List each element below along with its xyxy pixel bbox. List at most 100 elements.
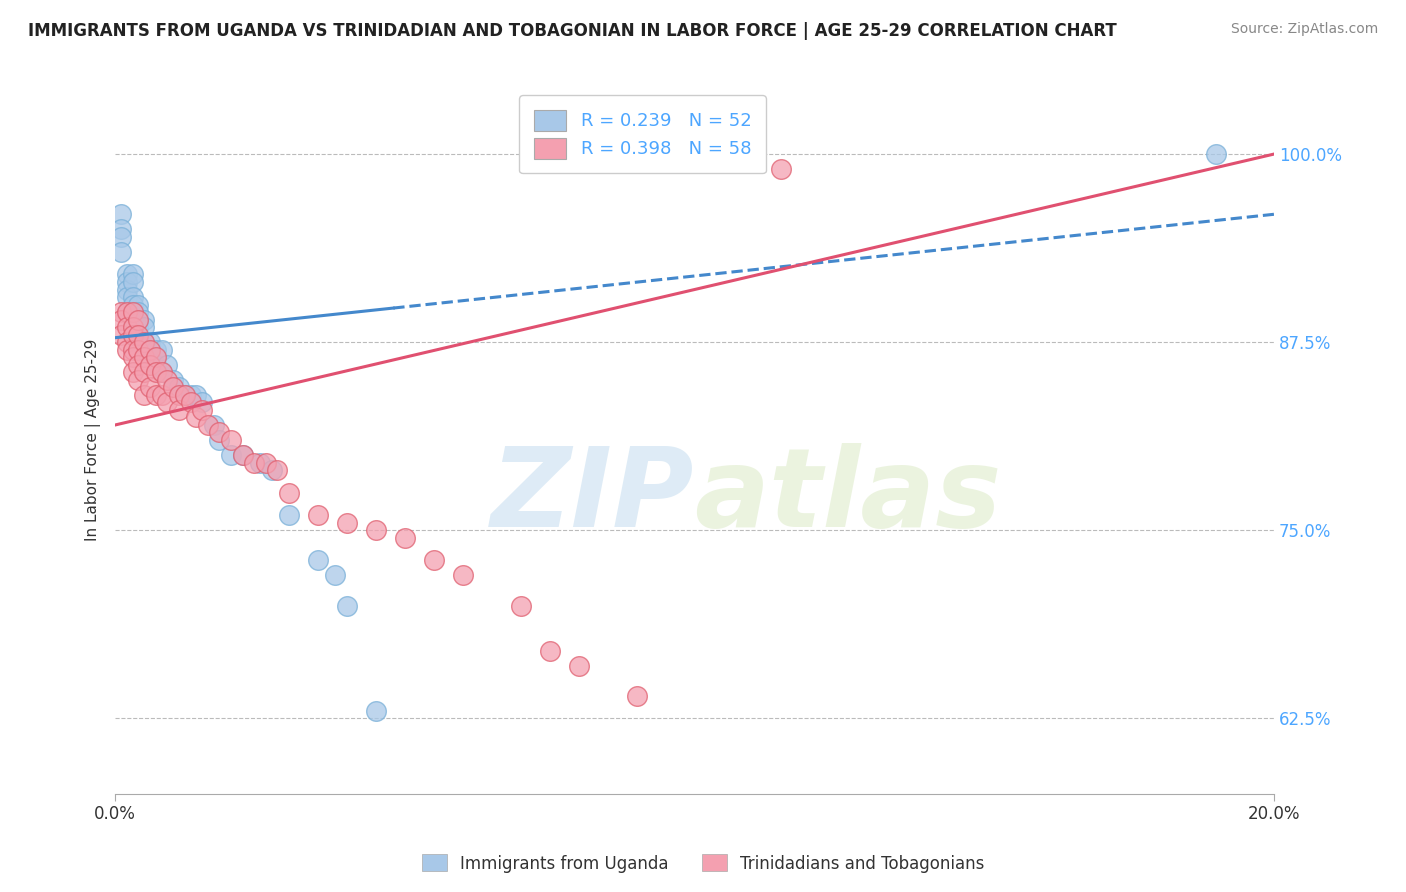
- Point: [134, 351, 156, 365]
- Text: IMMIGRANTS FROM UGANDA VS TRINIDADIAN AND TOBAGONIAN IN LABOR FORCE | AGE 25-29 : IMMIGRANTS FROM UGANDA VS TRINIDADIAN AN…: [28, 22, 1116, 40]
- Point: [121, 275, 143, 289]
- Legend: R = 0.239   N = 52, R = 0.398   N = 58: R = 0.239 N = 52, R = 0.398 N = 58: [519, 95, 766, 173]
- Point: [127, 312, 149, 326]
- Point: [121, 365, 143, 379]
- Point: [156, 395, 179, 409]
- Point: [150, 388, 173, 402]
- Point: [139, 380, 162, 394]
- Point: [110, 222, 132, 236]
- Point: [127, 358, 149, 372]
- Point: [121, 268, 143, 282]
- Point: [134, 343, 156, 357]
- Point: [162, 373, 184, 387]
- Point: [394, 531, 416, 545]
- Point: [127, 335, 149, 350]
- Point: [232, 448, 254, 462]
- Point: [121, 351, 143, 365]
- Point: [134, 335, 156, 350]
- Point: [121, 297, 143, 311]
- Point: [115, 343, 138, 357]
- Point: [191, 395, 214, 409]
- Point: [139, 343, 162, 357]
- Point: [127, 373, 149, 387]
- Y-axis label: In Labor Force | Age 25-29: In Labor Force | Age 25-29: [86, 339, 101, 541]
- Point: [115, 290, 138, 304]
- Point: [121, 290, 143, 304]
- Point: [626, 689, 648, 703]
- Point: [121, 320, 143, 334]
- Point: [156, 358, 179, 372]
- Point: [134, 335, 156, 350]
- Point: [364, 704, 387, 718]
- Legend: Immigrants from Uganda, Trinidadians and Tobagonians: Immigrants from Uganda, Trinidadians and…: [415, 847, 991, 880]
- Point: [115, 305, 138, 319]
- Point: [115, 268, 138, 282]
- Point: [150, 365, 173, 379]
- Point: [538, 643, 561, 657]
- Point: [173, 388, 195, 402]
- Point: [121, 320, 143, 334]
- Point: [254, 456, 277, 470]
- Point: [336, 599, 359, 613]
- Point: [219, 448, 242, 462]
- Point: [145, 388, 167, 402]
- Point: [115, 335, 138, 350]
- Point: [167, 403, 190, 417]
- Point: [115, 320, 138, 334]
- Point: [451, 568, 474, 582]
- Point: [134, 365, 156, 379]
- Point: [307, 553, 329, 567]
- Point: [208, 433, 231, 447]
- Point: [150, 365, 173, 379]
- Point: [139, 343, 162, 357]
- Point: [145, 343, 167, 357]
- Point: [266, 463, 288, 477]
- Point: [307, 508, 329, 523]
- Point: [110, 312, 132, 326]
- Point: [167, 380, 190, 394]
- Point: [179, 395, 201, 409]
- Point: [186, 410, 208, 425]
- Point: [509, 599, 531, 613]
- Text: atlas: atlas: [695, 443, 1002, 550]
- Point: [127, 297, 149, 311]
- Point: [145, 365, 167, 379]
- Point: [325, 568, 347, 582]
- Point: [173, 388, 195, 402]
- Point: [121, 327, 143, 342]
- Point: [336, 516, 359, 530]
- Point: [1205, 147, 1227, 161]
- Point: [278, 485, 301, 500]
- Point: [179, 388, 201, 402]
- Point: [110, 244, 132, 259]
- Point: [145, 351, 167, 365]
- Point: [139, 358, 162, 372]
- Point: [186, 388, 208, 402]
- Point: [423, 553, 446, 567]
- Text: Source: ZipAtlas.com: Source: ZipAtlas.com: [1230, 22, 1378, 37]
- Point: [134, 388, 156, 402]
- Point: [121, 343, 143, 357]
- Text: ZIP: ZIP: [491, 443, 695, 550]
- Point: [208, 425, 231, 440]
- Point: [191, 403, 214, 417]
- Point: [202, 417, 225, 432]
- Point: [121, 305, 143, 319]
- Point: [127, 327, 149, 342]
- Point: [260, 463, 283, 477]
- Point: [139, 335, 162, 350]
- Point: [156, 373, 179, 387]
- Point: [121, 327, 143, 342]
- Point: [167, 388, 190, 402]
- Point: [127, 320, 149, 334]
- Point: [232, 448, 254, 462]
- Point: [110, 327, 132, 342]
- Point: [364, 524, 387, 538]
- Point: [127, 305, 149, 319]
- Point: [568, 658, 591, 673]
- Point: [127, 343, 149, 357]
- Point: [197, 417, 219, 432]
- Point: [134, 320, 156, 334]
- Point: [162, 380, 184, 394]
- Point: [110, 230, 132, 244]
